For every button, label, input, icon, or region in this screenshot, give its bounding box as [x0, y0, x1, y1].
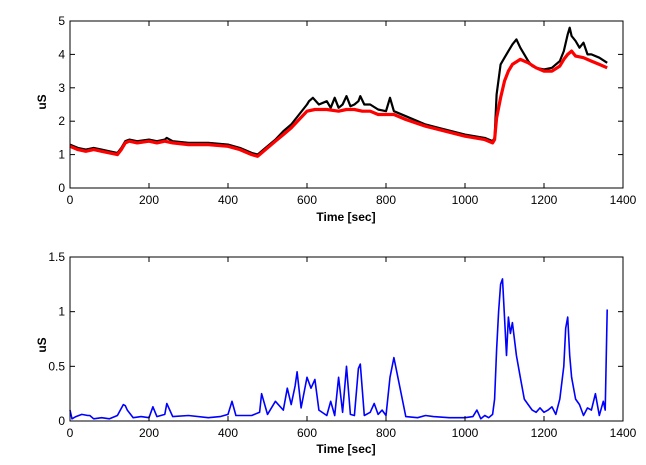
bottom-x-tick-label: 1400: [610, 426, 637, 440]
bottom-x-tick-label: 800: [376, 426, 396, 440]
top-x-tick-label: 1400: [610, 193, 637, 207]
bottom-y-axis-label: uS: [35, 337, 49, 352]
top-y-tick-label: 5: [58, 14, 65, 28]
bottom-x-tick-label: 400: [218, 426, 238, 440]
top-y-axis-label: uS: [35, 94, 49, 109]
top-x-axis-label: Time [sec]: [316, 210, 375, 224]
top-x-tick-label: 200: [139, 193, 159, 207]
top-series-line-0: [69, 26, 608, 156]
top-x-tick-label: 1200: [531, 193, 558, 207]
bottom-axes-frame: [69, 256, 624, 422]
top-axes-frame: [69, 20, 624, 189]
bottom-x-tick-label: 1200: [531, 426, 558, 440]
bottom-x-tick-label: 600: [297, 426, 317, 440]
top-series-line-1: [69, 49, 608, 158]
bottom-x-axis-label: Time [sec]: [316, 442, 375, 456]
bottom-y-tick-label: 0: [58, 414, 65, 428]
top-x-tick-label: 800: [376, 193, 396, 207]
top-x-tick-label: 600: [297, 193, 317, 207]
top-x-tick-label: 1000: [452, 193, 479, 207]
top-y-tick-label: 4: [58, 47, 65, 61]
top-x-tick-label: 0: [67, 193, 74, 207]
top-x-tick-label: 400: [218, 193, 238, 207]
bottom-conductance-plot: Time [sec] uS 0 200 400 600 800 1000 1200 1400 0…: [35, 250, 637, 456]
bottom-x-tick-label: 200: [139, 426, 159, 440]
bottom-y-tick-label: 1.5: [48, 250, 65, 264]
top-y-tick-label: 1: [58, 148, 65, 162]
top-y-tick-label: 0: [58, 181, 65, 195]
bottom-y-tick-label: 0.5: [48, 359, 65, 373]
top-y-tick-label: 3: [58, 81, 65, 95]
bottom-x-tick-label: 0: [67, 426, 74, 440]
top-conductance-plot: Time [sec] uS 0 200 400 600 800 1000 1200 1400 0…: [35, 14, 637, 224]
top-y-tick-label: 2: [58, 114, 65, 128]
bottom-x-tick-label: 1000: [452, 426, 479, 440]
bottom-y-tick-label: 1: [58, 305, 65, 319]
bottom-series-line-0: [69, 278, 608, 420]
